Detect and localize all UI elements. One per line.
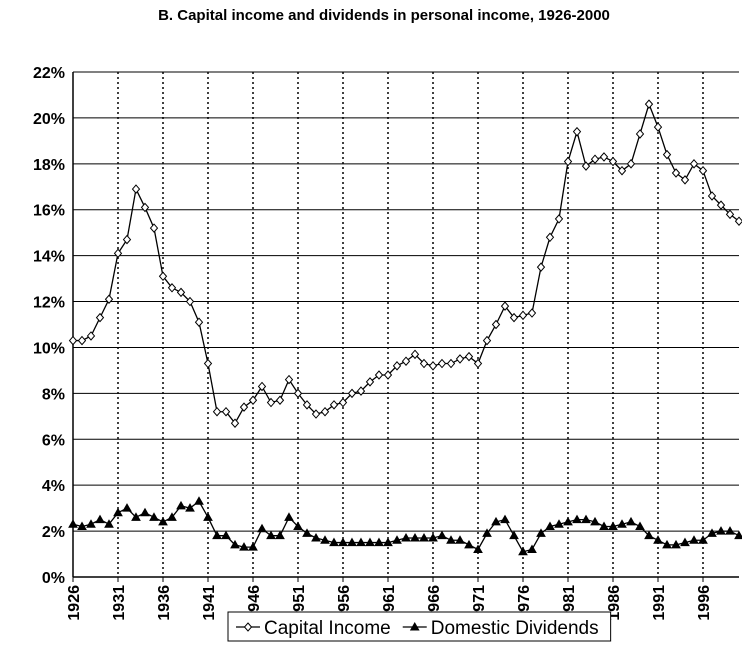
legend: Capital Income Domestic Dividends <box>228 612 611 641</box>
y-tick-label: 16% <box>33 203 65 220</box>
x-tick-label: 1931 <box>111 585 128 621</box>
x-tick-label: 1926 <box>66 585 83 621</box>
y-tick-label: 2% <box>42 524 65 541</box>
marker <box>556 215 563 223</box>
marker <box>510 532 518 539</box>
marker <box>331 401 338 409</box>
marker <box>457 355 464 363</box>
marker <box>97 314 104 322</box>
marker <box>258 525 266 532</box>
marker <box>430 362 437 370</box>
marker <box>735 532 742 539</box>
marker <box>574 128 581 136</box>
marker <box>646 100 653 108</box>
y-tick-label: 10% <box>33 340 65 357</box>
marker <box>196 318 203 326</box>
marker <box>150 513 158 520</box>
marker <box>376 371 383 379</box>
x-tick-label: 1991 <box>651 585 668 621</box>
marker <box>601 153 608 161</box>
marker <box>547 233 554 241</box>
marker <box>439 360 446 368</box>
marker <box>177 502 185 509</box>
marker <box>69 520 77 527</box>
y-tick-label: 8% <box>42 386 65 403</box>
marker <box>465 541 473 548</box>
y-tick-label: 20% <box>33 111 65 128</box>
marker <box>736 217 742 225</box>
marker <box>123 504 131 511</box>
marker <box>106 295 113 303</box>
marker <box>565 158 572 166</box>
marker <box>682 176 689 184</box>
marker <box>466 353 473 361</box>
marker <box>159 518 167 525</box>
y-tick-label: 6% <box>42 432 65 449</box>
marker <box>673 169 680 177</box>
marker <box>627 518 635 525</box>
x-tick-label: 1936 <box>156 585 173 621</box>
marker <box>700 167 707 175</box>
marker <box>691 160 698 168</box>
marker <box>520 311 527 319</box>
marker <box>655 123 662 131</box>
y-tick-label: 18% <box>33 157 65 174</box>
marker <box>241 403 248 411</box>
y-tick-label: 4% <box>42 478 65 495</box>
y-tick-label: 0% <box>42 570 65 587</box>
marker <box>204 513 212 520</box>
marker <box>637 130 644 138</box>
marker <box>277 396 284 404</box>
marker <box>141 509 149 516</box>
marker <box>96 516 104 523</box>
marker <box>664 151 671 159</box>
chart-title: B. Capital income and dividends in perso… <box>158 7 610 24</box>
y-tick-label: 14% <box>33 249 65 266</box>
marker <box>636 523 644 530</box>
marker <box>403 357 410 365</box>
marker <box>70 337 77 345</box>
marker <box>142 203 149 211</box>
marker <box>484 337 491 345</box>
series-line <box>73 104 739 423</box>
marker <box>285 513 293 520</box>
marker <box>214 408 221 416</box>
legend-label: Capital Income <box>264 618 391 639</box>
marker <box>87 520 95 527</box>
marker <box>628 160 635 168</box>
marker <box>654 536 662 543</box>
marker <box>151 224 158 232</box>
marker <box>583 162 590 170</box>
marker <box>528 545 536 552</box>
marker <box>133 185 140 193</box>
marker <box>493 321 500 329</box>
marker <box>322 408 329 416</box>
marker <box>79 337 86 345</box>
marker <box>474 545 482 552</box>
marker <box>438 532 446 539</box>
marker <box>268 399 275 407</box>
x-tick-label: 1996 <box>696 585 713 621</box>
marker <box>312 534 320 541</box>
legend-label: Domestic Dividends <box>431 618 599 639</box>
marker <box>195 497 203 504</box>
marker <box>501 516 509 523</box>
marker <box>538 263 545 271</box>
marker <box>205 360 212 368</box>
marker <box>592 155 599 163</box>
marker <box>88 332 95 340</box>
marker <box>448 360 455 368</box>
marker <box>475 360 482 368</box>
y-tick-label: 22% <box>33 65 65 82</box>
marker <box>114 509 122 516</box>
marker <box>529 309 536 317</box>
y-tick-label: 12% <box>33 295 65 312</box>
x-tick-label: 1941 <box>201 585 218 621</box>
